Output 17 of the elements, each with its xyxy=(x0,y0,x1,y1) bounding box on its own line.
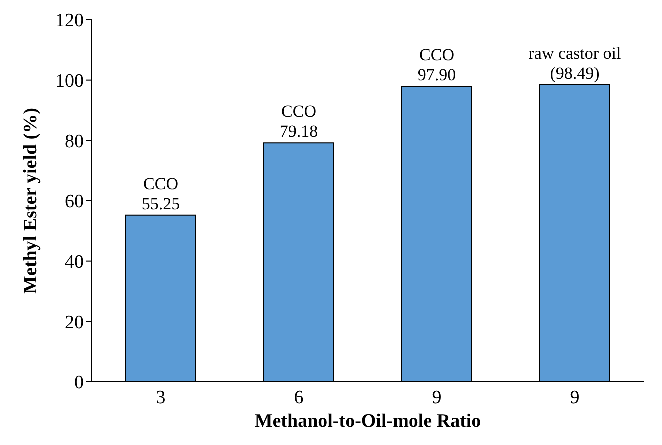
y-tick-label: 0 xyxy=(74,372,84,394)
data-label: CCO 79.18 xyxy=(280,102,318,142)
y-tick-label: 60 xyxy=(65,192,84,213)
x-tick-label: 3 xyxy=(156,387,166,408)
data-label: CCO 55.25 xyxy=(142,174,180,214)
y-tick-label: 20 xyxy=(65,312,84,334)
data-label: raw castor oil (98.49) xyxy=(528,44,622,83)
x-axis-title: Methanol-to-Oil-mole Ratio xyxy=(254,411,482,432)
x-tick-label: 6 xyxy=(294,387,304,408)
y-tick-label: 40 xyxy=(65,252,84,274)
y-tick-label: 120 xyxy=(56,10,84,32)
x-tick-label: 9 xyxy=(570,387,580,408)
x-tick-label: 9 xyxy=(432,387,442,408)
y-tick-label: 100 xyxy=(56,71,84,92)
data-label: CCO 97.90 xyxy=(418,46,456,85)
y-tick-label: 80 xyxy=(65,131,84,152)
y-axis-title: Methyl Ester yield (%) xyxy=(20,108,42,294)
